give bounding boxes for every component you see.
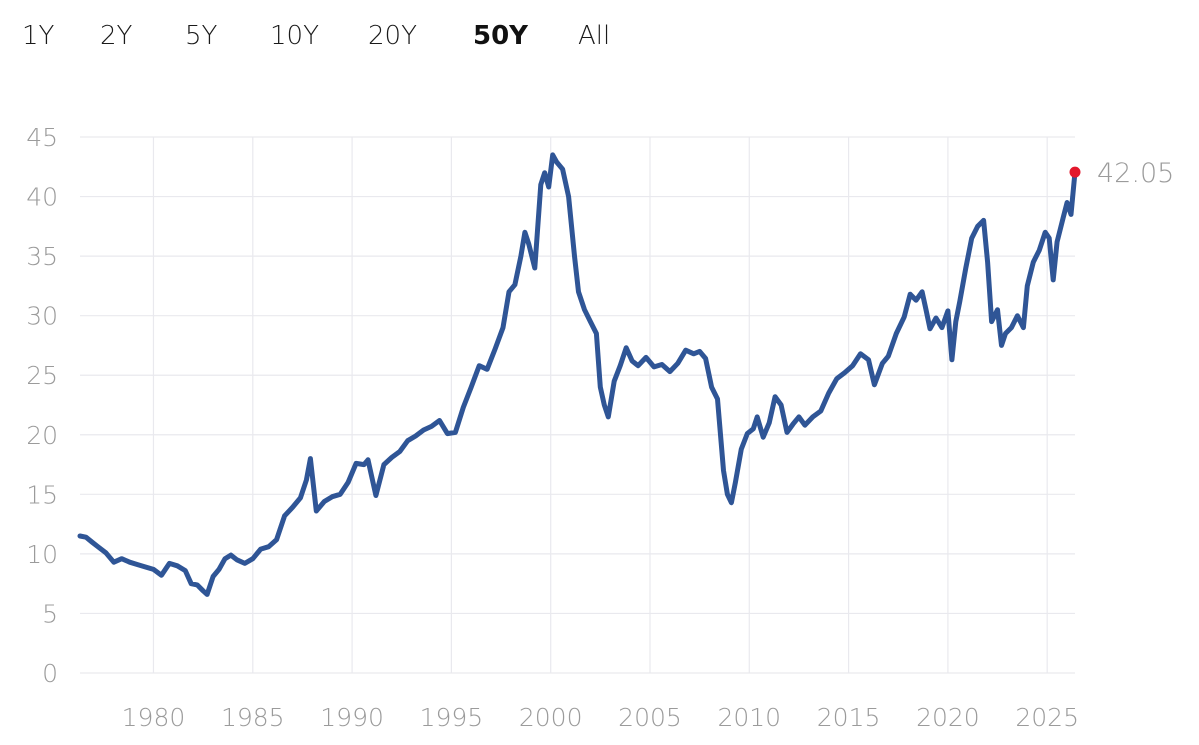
y-tick-label: 5 <box>42 599 58 628</box>
x-tick-label: 1995 <box>420 703 484 732</box>
x-tick-label: 1980 <box>122 703 186 732</box>
y-tick-label: 40 <box>26 183 58 212</box>
y-tick-label: 15 <box>26 480 58 509</box>
last-value-label: 42.05 <box>1097 158 1174 189</box>
range-tab-all[interactable]: All <box>578 21 611 51</box>
range-tab-5y[interactable]: 5Y <box>185 21 218 51</box>
x-tick-label: 2000 <box>519 703 583 732</box>
x-tick-label: 2025 <box>1015 703 1079 732</box>
y-axis-labels: 0 5 10 15 20 25 30 35 40 45 <box>26 123 58 688</box>
y-tick-label: 0 <box>42 659 58 688</box>
range-tab-10y[interactable]: 10Y <box>270 21 319 51</box>
range-tab-20y[interactable]: 20Y <box>368 21 417 51</box>
range-tab-2y[interactable]: 2Y <box>100 21 133 51</box>
y-tick-label: 10 <box>26 540 58 569</box>
x-tick-label: 2015 <box>817 703 881 732</box>
y-tick-label: 45 <box>26 123 58 152</box>
x-tick-label: 1985 <box>221 703 285 732</box>
x-tick-label: 2010 <box>717 703 781 732</box>
x-axis-labels: 1980 1985 1990 1995 2000 2005 2010 2015 2020 2025 <box>122 703 1079 732</box>
x-gridlines <box>152 137 1048 673</box>
series-line <box>77 152 1078 597</box>
y-tick-label: 20 <box>26 421 58 450</box>
y-tick-label: 35 <box>26 242 58 271</box>
last-value-point[interactable] <box>1069 166 1081 178</box>
y-tick-label: 25 <box>26 361 58 390</box>
range-tab-1y[interactable]: 1Y <box>22 21 55 51</box>
range-tab-50y[interactable]: 50Y <box>473 21 529 51</box>
y-gridlines <box>80 136 1075 674</box>
x-tick-label: 2020 <box>916 703 980 732</box>
x-tick-label: 2005 <box>618 703 682 732</box>
x-tick-label: 1990 <box>320 703 384 732</box>
y-tick-label: 30 <box>26 302 58 331</box>
